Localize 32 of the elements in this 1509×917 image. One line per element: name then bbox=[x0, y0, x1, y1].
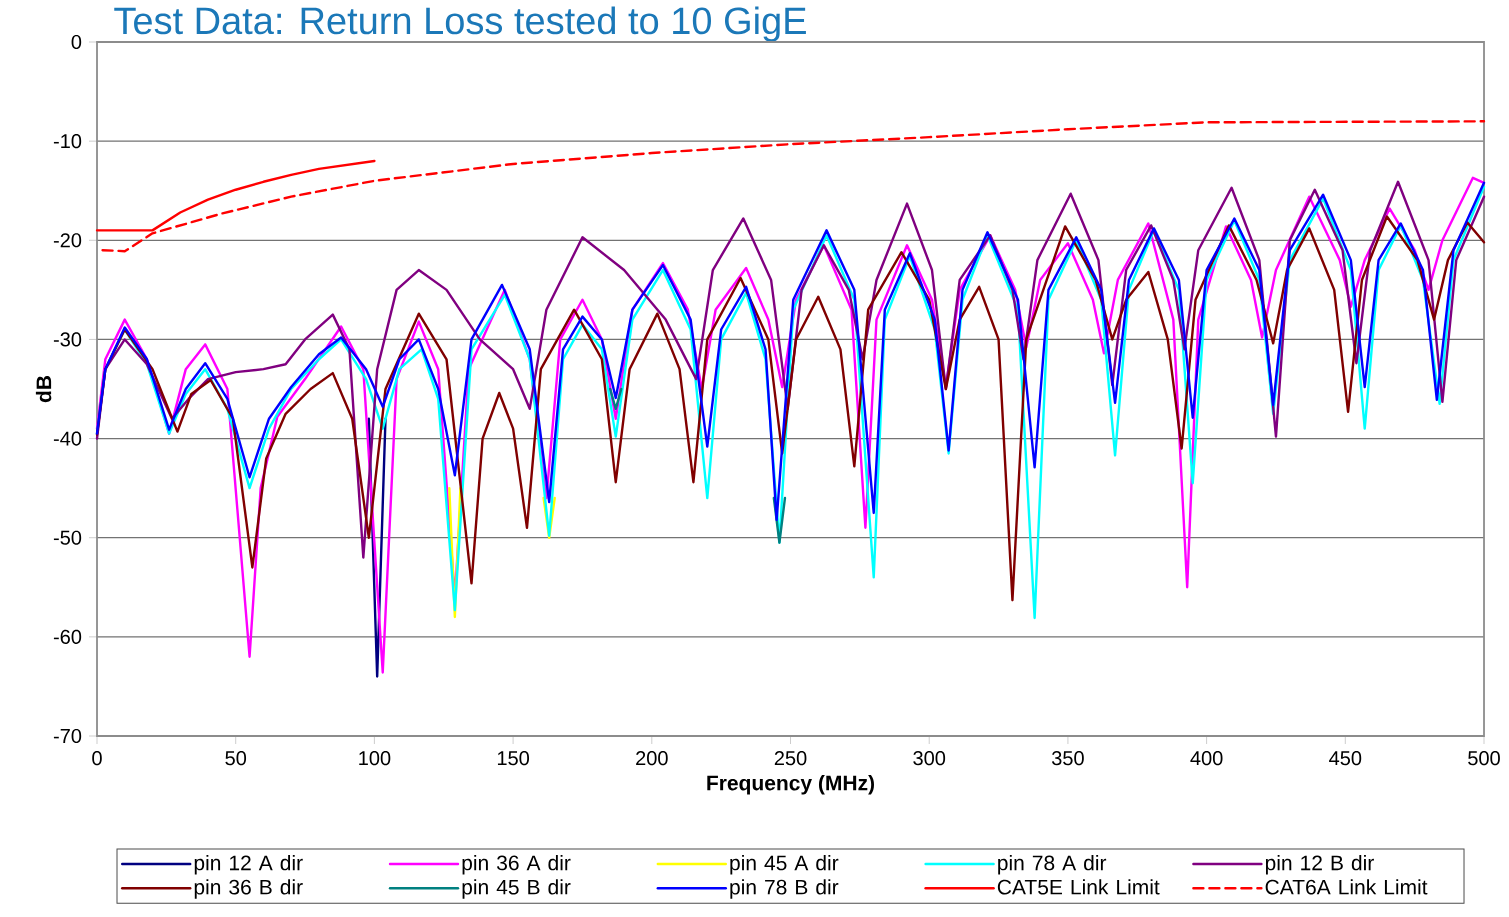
y-tick-label: -30 bbox=[53, 332, 82, 347]
legend-label: pin 45 A dir bbox=[730, 854, 839, 875]
y-tick-label: -60 bbox=[53, 629, 82, 644]
y-tick-label: 0 bbox=[71, 34, 82, 50]
legend-label: CAT5E Link Limit bbox=[997, 879, 1160, 895]
x-tick-label: 200 bbox=[636, 751, 668, 766]
legend-label: pin 45 B dir bbox=[462, 879, 571, 899]
x-tick-label: 100 bbox=[359, 751, 391, 766]
x-tick-label: 0 bbox=[92, 751, 102, 766]
x-axis-title: Frequency (MHz) bbox=[707, 774, 875, 795]
y-axis-title: dB bbox=[35, 375, 52, 403]
y-tick-label: -10 bbox=[53, 134, 82, 149]
legend-label: pin 36 B dir bbox=[194, 879, 303, 899]
legend-label: pin 36 A dir bbox=[462, 854, 571, 875]
x-tick-label: 500 bbox=[1468, 751, 1500, 766]
x-tick-label: 400 bbox=[1190, 751, 1223, 766]
legend-label: CAT6A Link Limit bbox=[1265, 879, 1428, 895]
y-tick-label: -50 bbox=[53, 530, 82, 545]
x-tick-label: 350 bbox=[1051, 751, 1084, 766]
y-tick-label: -70 bbox=[53, 728, 82, 744]
x-tick-label: 300 bbox=[913, 751, 946, 766]
x-tick-label: 150 bbox=[497, 751, 530, 766]
legend-label: pin 78 B dir bbox=[730, 879, 839, 899]
x-tick-label: 50 bbox=[225, 751, 247, 766]
legend-label: pin 12 B dir bbox=[1265, 854, 1374, 875]
y-tick-label: -40 bbox=[53, 431, 82, 446]
chart-title: Test Data: Return Loss tested to 10 GigE bbox=[114, 6, 806, 42]
y-tick-label: -20 bbox=[53, 233, 82, 248]
x-tick-label: 250 bbox=[774, 751, 807, 766]
legend-label: pin 78 A dir bbox=[998, 854, 1107, 875]
legend-label: pin 12 A dir bbox=[194, 854, 303, 875]
x-tick-label: 450 bbox=[1329, 751, 1362, 766]
